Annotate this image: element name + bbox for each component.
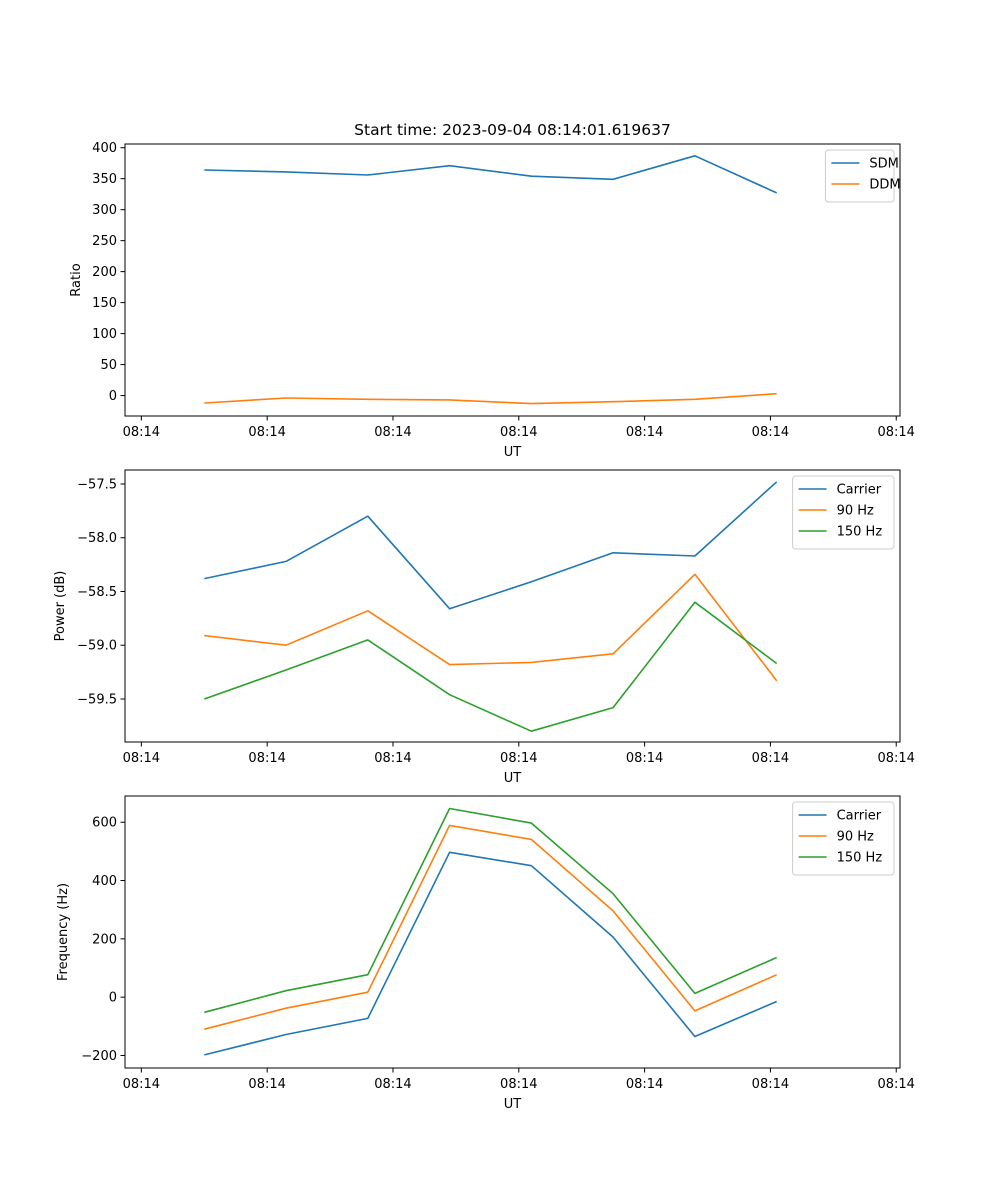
series-line-carrier [204,481,778,610]
x-tick-label: 08:14 [877,751,914,766]
y-tick-label: 250 [92,234,117,249]
legend-label: DDM [869,178,900,193]
x-tick-label: 08:14 [248,425,285,440]
y-tick-label: −59.0 [77,639,117,654]
series-line-150-hz [204,807,778,1014]
x-axis-label: UT [504,445,522,460]
x-tick-label: 08:14 [248,1077,285,1092]
x-tick-label: 08:14 [500,751,537,766]
y-tick-label: 150 [92,296,117,311]
x-tick-label: 08:14 [752,751,789,766]
x-tick-label: 08:14 [123,425,160,440]
series-line-carrier [204,851,778,1056]
y-tick-label: 350 [92,172,117,187]
y-tick-label: 600 [92,816,117,831]
x-tick-label: 08:14 [374,425,411,440]
x-tick-label: 08:14 [626,425,663,440]
series-line-90-hz [204,573,778,682]
series-line-ddm [204,392,777,405]
x-tick-label: 08:14 [374,751,411,766]
x-tick-label: 08:14 [877,425,914,440]
x-tick-label: 08:14 [123,751,160,766]
legend-label: 150 Hz [837,525,883,540]
y-tick-label: 400 [92,874,117,889]
y-axis-label: Frequency (Hz) [56,883,71,981]
legend-label: SDM [869,157,898,172]
y-axis-label: Ratio [69,263,84,296]
y-tick-label: 100 [92,327,117,342]
y-tick-label: −58.5 [77,585,117,600]
y-tick-label: 50 [100,358,117,373]
x-tick-label: 08:14 [500,425,537,440]
y-tick-label: 300 [92,203,117,218]
y-tick-label: 400 [92,141,117,156]
x-tick-label: 08:14 [248,751,285,766]
y-tick-label: −58.0 [77,531,117,546]
legend-label: Carrier [837,483,882,498]
y-tick-label: 0 [109,991,117,1006]
y-tick-label: −59.5 [77,692,117,707]
axes-frame [124,469,901,743]
x-tick-label: 08:14 [752,1077,789,1092]
x-tick-label: 08:14 [626,1077,663,1092]
y-axis-label: Power (dB) [53,571,68,642]
axes-frame [124,795,901,1069]
x-tick-label: 08:14 [374,1077,411,1092]
legend-label: 150 Hz [837,851,883,866]
frequency-subplot: 08:14 08:14 08:14 08:14 08:14 08:14 08:14 −200 0… [56,795,915,1112]
x-tick-label: 08:14 [500,1077,537,1092]
ratio-subplot: Start time: 2023-09-04 08:14:01.619637 0… [69,121,915,460]
legend-label: 90 Hz [837,830,874,845]
y-tick-label: −200 [81,1049,117,1064]
series-line-sdm [204,155,778,194]
y-tick-label: 200 [92,932,117,947]
y-tick-label: 200 [92,265,117,280]
x-tick-label: 08:14 [752,425,789,440]
series-line-150-hz [204,601,778,733]
axes-frame [124,143,901,417]
x-axis-label: UT [504,1097,522,1112]
x-tick-label: 08:14 [123,1077,160,1092]
x-tick-label: 08:14 [626,751,663,766]
x-axis-label: UT [504,771,522,786]
series-line-90-hz [204,824,778,1030]
legend-label: 90 Hz [837,504,874,519]
legend-label: Carrier [837,809,882,824]
chart-title: Start time: 2023-09-04 08:14:01.619637 [354,121,671,139]
y-tick-label: −57.5 [77,477,117,492]
x-tick-label: 08:14 [877,1077,914,1092]
power-subplot: 08:14 08:14 08:14 08:14 08:14 08:14 08:14 −59.5… [53,469,915,786]
y-tick-label: 0 [109,389,117,404]
